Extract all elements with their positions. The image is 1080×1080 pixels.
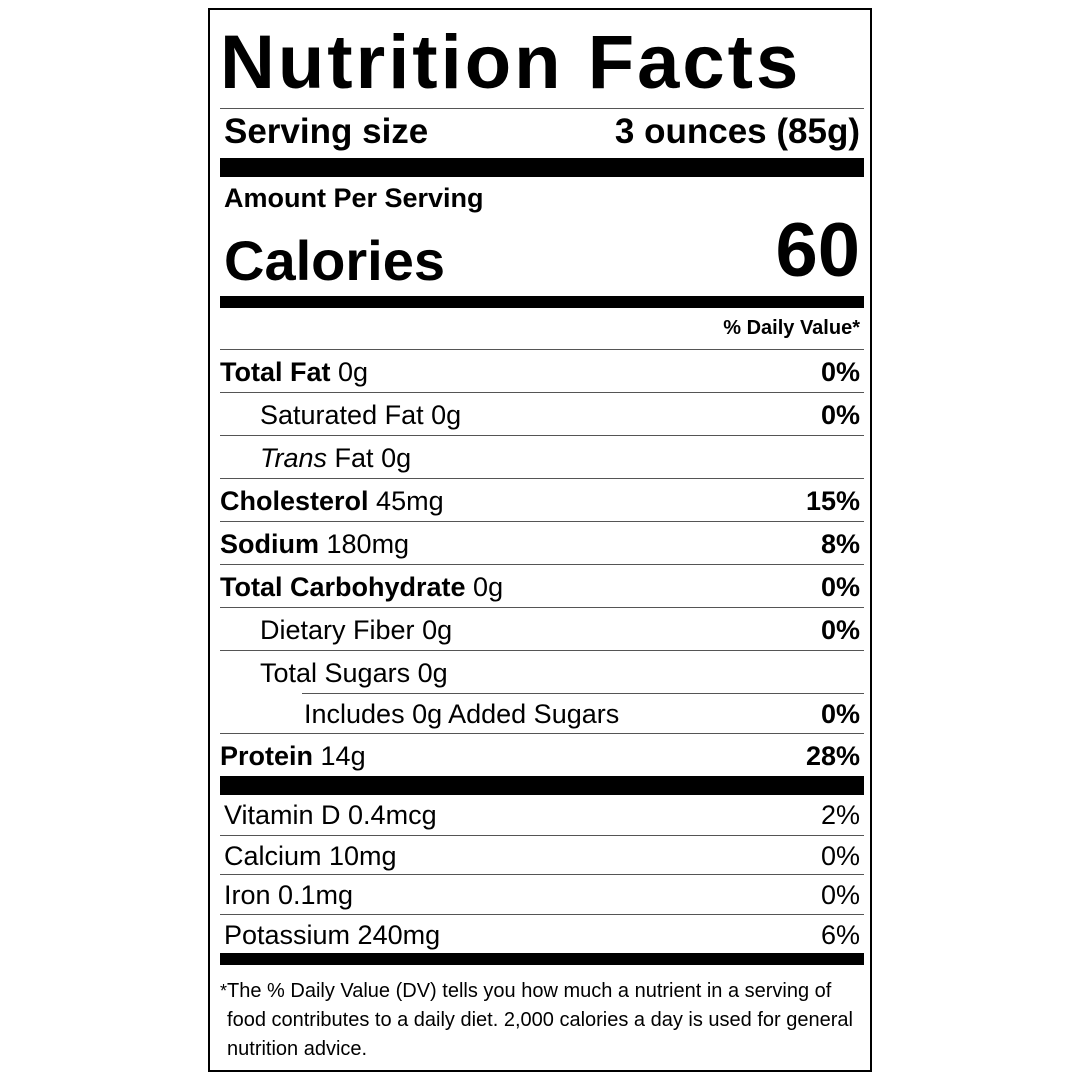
nutrient-dv: 0% — [820, 572, 860, 602]
serving-size-row: Serving size 3 ounces (85g) — [220, 109, 864, 155]
vitamin-dv: 2% — [820, 800, 860, 830]
nutrient-dv: 0% — [820, 615, 860, 645]
nutrient-row: Sodium 180mg 8% — [220, 521, 864, 564]
vitamin-row: Iron 0.1mg 0% — [220, 874, 864, 914]
nutrient-dv: 0% — [820, 357, 860, 387]
vitamin-list: Vitamin D 0.4mcg 2% Calcium 10mg 0% Iron 0.1… — [220, 795, 864, 953]
vitamin-dv: 0% — [820, 880, 860, 910]
vitamin-name: Vitamin D 0.4mcg — [224, 800, 437, 830]
vitamin-row: Vitamin D 0.4mcg 2% — [220, 795, 864, 835]
divider-thick — [220, 776, 864, 795]
nutrient-name: Saturated Fat 0g — [260, 400, 462, 430]
divider-thick — [220, 158, 864, 177]
nutrient-row: Cholesterol 45mg 15% — [220, 478, 864, 521]
vitamin-dv: 6% — [820, 919, 860, 950]
vitamin-name: Potassium 240mg — [224, 919, 441, 950]
vitamin-name: Iron 0.1mg — [224, 880, 354, 910]
vitamin-row: Calcium 10mg 0% — [220, 834, 864, 875]
calories-label: Calories — [224, 229, 445, 292]
nutrient-name: Cholesterol 45mg — [220, 486, 444, 516]
nutrient-row: Total Fat 0g 0% — [220, 349, 864, 392]
nutrition-facts-label: Nutrition Facts Serving size 3 ounces (8… — [208, 8, 872, 1072]
divider-medium — [220, 296, 864, 308]
vitamin-name: Calcium 10mg — [224, 840, 397, 871]
vitamin-dv: 0% — [820, 840, 860, 871]
nutrient-row: Includes 0g Added Sugars 0% — [302, 693, 864, 733]
calories-row: Calories 60 — [220, 213, 864, 293]
nutrient-dv: 8% — [820, 529, 860, 559]
vitamin-row: Potassium 240mg 6% — [220, 913, 864, 954]
amount-per-serving: Amount Per Serving — [224, 183, 484, 213]
title: Nutrition Facts — [220, 20, 802, 105]
nutrient-name: Protein 14g — [220, 741, 366, 771]
divider-medium — [220, 953, 864, 965]
nutrient-name: Dietary Fiber 0g — [260, 615, 453, 645]
nutrient-row: Saturated Fat 0g 0% — [220, 392, 864, 435]
nutrient-dv: 15% — [805, 486, 860, 516]
footnote: * The % Daily Value (DV) tells you how m… — [220, 965, 864, 1064]
nutrient-row: Total Sugars 0g — [220, 650, 864, 693]
calories-value: 60 — [775, 208, 860, 293]
nutrient-name: Trans Fat 0g — [260, 443, 412, 473]
nutrient-row: Dietary Fiber 0g 0% — [220, 607, 864, 650]
nutrient-name: Total Fat 0g — [220, 357, 369, 387]
nutrient-row: Trans Fat 0g — [220, 435, 864, 478]
nutrient-row: Protein 14g 28% — [220, 733, 864, 776]
nutrient-dv: 0% — [820, 400, 860, 430]
nutrient-dv: 0% — [820, 699, 860, 729]
nutrient-row: Total Carbohydrate 0g 0% — [220, 564, 864, 607]
nutrient-dv: 28% — [805, 741, 860, 771]
nutrient-name: Total Carbohydrate 0g — [220, 572, 504, 602]
nutrient-name: Sodium 180mg — [220, 529, 410, 559]
serving-size-value: 3 ounces (85g) — [614, 112, 860, 151]
nutrient-name: Total Sugars 0g — [260, 658, 448, 688]
serving-size-label: Serving size — [224, 112, 429, 151]
nutrient-name: Includes 0g Added Sugars — [304, 699, 620, 729]
nutrient-list: Total Fat 0g 0% Saturated Fat 0g 0% Trans Fa… — [220, 349, 864, 776]
daily-value-header: % Daily Value* — [723, 317, 860, 339]
footnote-text: The % Daily Value (DV) tells you how muc… — [227, 980, 853, 1060]
